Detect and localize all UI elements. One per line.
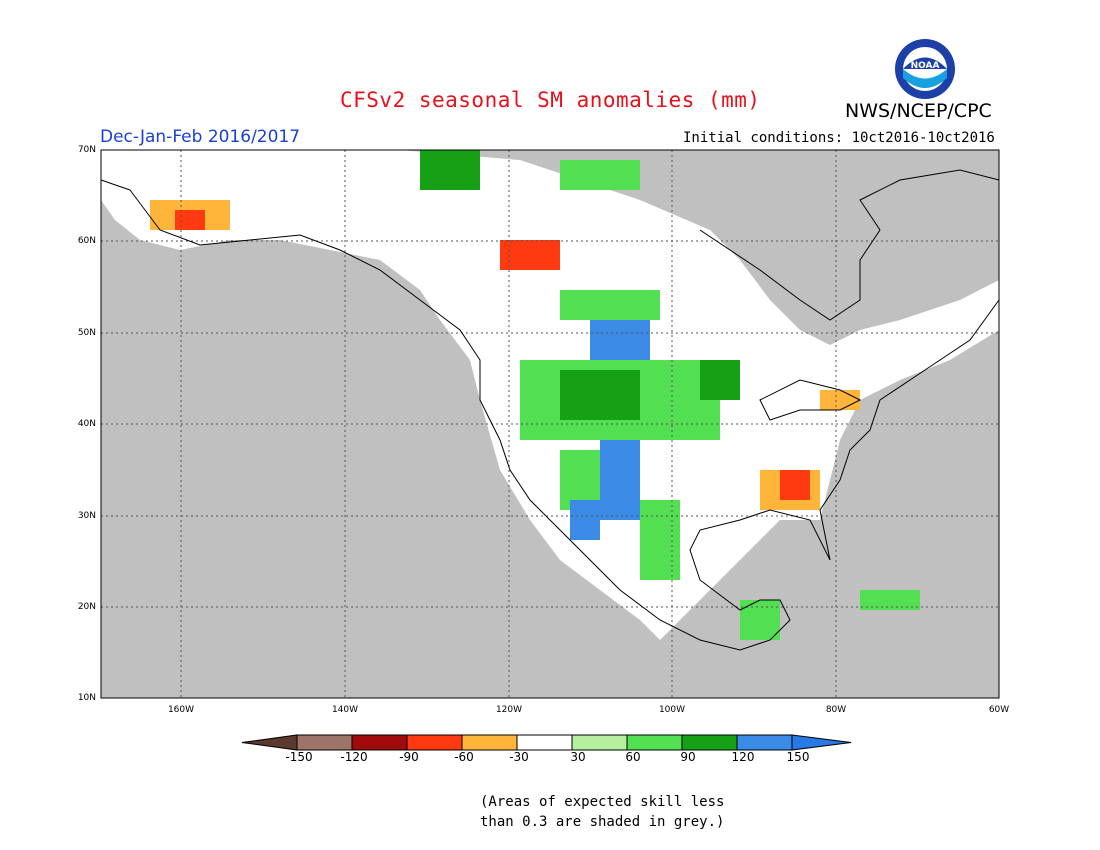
lat-label-30n: 30N — [77, 511, 96, 521]
lon-label-160w: 160W — [167, 705, 195, 715]
colorbar-label-60: 60 — [625, 750, 641, 764]
lon-label-140w: 140W — [331, 705, 359, 715]
lat-label-40n: 40N — [77, 419, 96, 429]
colorbar-swatch — [626, 734, 683, 751]
anomaly-cells — [150, 150, 920, 640]
skill-note: (Areas of expected skill less than 0.3 a… — [480, 792, 724, 832]
colorbar-swatch — [736, 734, 793, 751]
colorbar-swatch — [351, 734, 408, 751]
colorbar-swatch — [791, 734, 852, 751]
lon-label-80w: 80W — [825, 705, 847, 715]
grey-skill-areas — [330, 155, 999, 698]
gridlines — [101, 150, 999, 698]
lat-label-20n: 20N — [77, 602, 96, 612]
lat-label-10n: 10N — [77, 693, 96, 703]
colorbar-swatch — [406, 734, 463, 751]
lon-label-60w: 60W — [988, 705, 1010, 715]
colorbar-swatch — [681, 734, 738, 751]
colorbar-label-neg90: -90 — [399, 750, 419, 764]
colorbar-swatch — [516, 734, 573, 751]
skill-note-line-2: than 0.3 are shaded in grey.) — [480, 814, 725, 830]
colorbar-label-150: 150 — [786, 750, 810, 764]
agency-label: NWS/NCEP/CPC — [845, 100, 992, 122]
colorbar-label-neg150: -150 — [285, 750, 313, 764]
colorbar-label-neg120: -120 — [340, 750, 368, 764]
colorbar-label-30: 30 — [570, 750, 586, 764]
colorbar-swatch — [461, 734, 518, 751]
lat-label-60n: 60N — [77, 236, 96, 246]
noaa-logo-text: NOAA — [911, 61, 940, 71]
colorbar-label-neg30: -30 — [509, 750, 529, 764]
lat-label-70n: 70N — [77, 145, 96, 155]
map-frame — [100, 149, 1000, 699]
lon-label-120w: 120W — [495, 705, 523, 715]
colorbar-label-neg60: -60 — [454, 750, 474, 764]
colorbar-swatch — [571, 734, 628, 751]
skill-note-line-1: (Areas of expected skill less — [480, 794, 725, 810]
colorbar-swatch — [296, 734, 353, 751]
coastlines — [100, 169, 1000, 651]
map-title: CFSv2 seasonal SM anomalies (mm) — [340, 88, 761, 112]
colorbar-swatch — [241, 734, 298, 751]
colorbar-label-120: 120 — [731, 750, 755, 764]
season-label: Dec-Jan-Feb 2016/2017 — [100, 127, 301, 147]
colorbar-label-90: 90 — [680, 750, 696, 764]
initial-conditions-label: Initial conditions: 10ct2016-10ct2016 — [683, 130, 995, 146]
lon-label-100w: 100W — [658, 705, 686, 715]
noaa-logo: NOAA — [895, 39, 955, 99]
lat-label-50n: 50N — [77, 328, 96, 338]
